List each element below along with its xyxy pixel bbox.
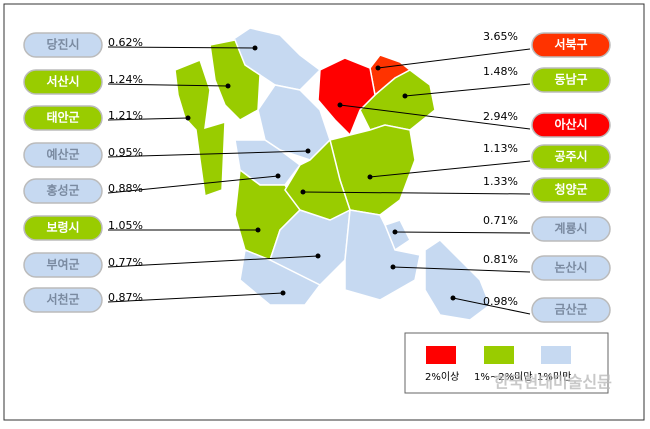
legend-label: 1%미만	[537, 371, 571, 383]
legend: 2%이상 1%~2%미만 1%미만	[425, 346, 571, 383]
legend-swatch	[484, 346, 514, 364]
region-name: 동남구	[554, 72, 587, 87]
region-pill	[23, 215, 103, 241]
region-point	[305, 148, 311, 154]
region-point	[450, 295, 456, 301]
region-pill	[531, 144, 611, 170]
region-name: 공주시	[554, 150, 587, 164]
region-value: 2.94%	[483, 110, 518, 123]
region-point	[367, 174, 373, 180]
watermark: 한국현대미술신문	[494, 373, 612, 392]
region-value: 1.48%	[483, 65, 518, 78]
leader-line	[392, 266, 531, 273]
region-value: 0.95%	[108, 146, 143, 159]
leader-line	[404, 83, 531, 97]
region-pill	[23, 142, 103, 168]
region-value: 0.88%	[108, 182, 143, 195]
region-value: 1.13%	[483, 142, 518, 155]
region-value: 0.71%	[483, 214, 518, 227]
leader-line	[107, 46, 256, 49]
region-pill	[531, 67, 611, 93]
region-value: 0.98%	[483, 295, 518, 308]
leader-line	[107, 175, 279, 194]
region-name: 서산시	[46, 74, 79, 89]
region-value: 1.24%	[108, 73, 143, 86]
region-name: 홍성군	[46, 183, 79, 198]
region-point	[300, 189, 306, 195]
region-name: 예산군	[46, 147, 79, 162]
region-value: 0.87%	[108, 291, 143, 304]
region-name: 아산시	[554, 117, 587, 132]
region-point	[392, 229, 398, 235]
region-value: 0.81%	[483, 253, 518, 266]
region-point	[280, 290, 286, 296]
region-point	[225, 83, 231, 89]
region-name: 보령시	[46, 221, 79, 235]
region-pill	[23, 32, 103, 58]
leader-line	[369, 160, 531, 178]
leader-line	[339, 104, 531, 130]
region-value: 0.62%	[108, 36, 143, 49]
region-shape	[174, 59, 226, 198]
region-value: 3.65%	[483, 30, 518, 43]
region-point	[275, 173, 281, 179]
legend-label: 1%~2%미만	[474, 371, 533, 383]
leader-line	[452, 297, 531, 315]
region-name: 태안군	[46, 110, 79, 125]
region-point	[390, 264, 396, 270]
region-name: 부여군	[46, 257, 79, 272]
region-name: 논산시	[554, 260, 587, 275]
region-pill	[531, 177, 611, 203]
region-shape	[424, 239, 491, 321]
region-shape	[317, 57, 376, 137]
region-pill	[23, 178, 103, 204]
legend-swatch	[426, 346, 456, 364]
region-shape	[239, 248, 322, 306]
map	[174, 27, 491, 321]
region-name: 금산군	[554, 302, 587, 317]
leader-line	[394, 231, 531, 234]
region-value: 1.33%	[483, 175, 518, 188]
region-point	[255, 227, 261, 233]
region-pill	[23, 105, 103, 131]
leader-line	[107, 255, 319, 268]
legend-label: 2%이상	[425, 371, 459, 383]
legend-swatch	[541, 346, 571, 364]
leader-line	[107, 292, 284, 303]
region-name: 서북구	[554, 37, 587, 52]
region-name: 청양군	[554, 182, 587, 197]
leader-line	[302, 191, 531, 195]
region-pill	[23, 69, 103, 95]
region-pill	[531, 216, 611, 242]
region-value: 1.05%	[108, 219, 143, 232]
region-pill	[531, 32, 611, 58]
leader-line	[107, 117, 189, 121]
region-pill	[531, 255, 611, 281]
region-point	[252, 45, 258, 51]
region-value: 0.77%	[108, 256, 143, 269]
region-point	[375, 65, 381, 71]
region-pill	[23, 287, 103, 313]
region-point	[185, 115, 191, 121]
region-name: 서천군	[46, 292, 79, 307]
leader-line	[107, 150, 309, 158]
leader-line	[377, 48, 531, 69]
region-point	[337, 102, 343, 108]
region-name: 계룡시	[554, 221, 587, 236]
region-point	[402, 93, 408, 99]
region-name: 당진시	[46, 37, 79, 52]
leader-line	[107, 83, 229, 87]
region-pill	[531, 112, 611, 138]
region-pill	[531, 297, 611, 323]
labels: 당진시 0.62% 서산시 1.24% 태안군 1.21% 예산군 0.95% 홍성군 0.88%…	[23, 30, 611, 323]
region-pill	[23, 252, 103, 278]
region-value: 1.21%	[108, 109, 143, 122]
region-point	[315, 253, 321, 259]
